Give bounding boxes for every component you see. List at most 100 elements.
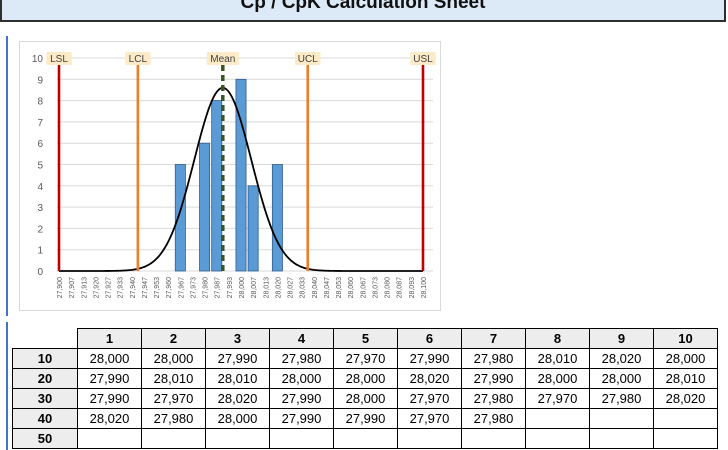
histogram-bar [247,185,259,272]
x-tick-label: 28,000 [239,277,246,299]
data-cell[interactable] [461,428,526,449]
marker-label: USL [413,54,433,65]
marker-label-bg [125,52,151,65]
x-tick-label: 27,980 [203,277,210,299]
x-tick-label: 28,020 [275,277,282,299]
table-row: 20 27,990 28,010 28,010 28,000 28,000 28,020 27… [12,368,718,389]
x-tick-label: 27,913 [81,277,88,299]
measurement-table: 1 2 3 4 5 6 7 8 9 10 10 28,000 28,000 27,990 27,980 27,… [12,328,718,449]
x-tick-label: 27,973 [190,277,197,299]
histogram-chart: 0 1 2 3 4 5 6 7 8 9 10 LSL LCL Mean UCL USL 27,900 27,907… [19,41,441,311]
y-tick-label: 6 [37,139,43,150]
column-header[interactable]: 8 [525,328,590,349]
data-cell[interactable] [77,428,142,449]
data-cell[interactable]: 28,020 [397,368,462,389]
data-cell[interactable]: 27,990 [269,408,334,429]
data-cell[interactable]: 27,990 [77,388,142,409]
x-tick-label: 27,953 [154,277,161,299]
column-header[interactable]: 9 [589,328,654,349]
marker-label: LSL [50,54,68,65]
data-cell[interactable]: 27,980 [269,348,334,369]
y-tick-label: 10 [32,54,44,65]
data-cell[interactable]: 28,020 [205,388,270,409]
data-cell[interactable]: 27,990 [397,348,462,369]
data-cell[interactable] [205,428,270,449]
column-header[interactable]: 4 [269,328,334,349]
column-header[interactable]: 2 [141,328,206,349]
data-cell[interactable]: 28,010 [141,368,206,389]
x-tick-label: 27,920 [93,277,100,299]
data-cell[interactable]: 28,000 [269,368,334,389]
data-cell[interactable] [589,408,654,429]
row-header[interactable]: 10 [12,348,78,369]
data-cell[interactable]: 27,970 [397,408,462,429]
histogram-bar [199,142,211,272]
data-cell[interactable] [269,428,334,449]
x-tick-label: 28,047 [324,277,331,299]
data-cell[interactable]: 27,970 [525,388,590,409]
y-tick-label: 2 [37,224,43,235]
data-cell[interactable]: 28,000 [141,348,206,369]
x-tick-label: 27,907 [69,277,76,299]
marker-label: UCL [298,54,318,65]
column-header[interactable]: 3 [205,328,270,349]
x-tick-label: 27,993 [227,277,234,299]
data-cell[interactable] [589,428,654,449]
histogram-bar [211,100,223,272]
data-cell[interactable]: 28,010 [205,368,270,389]
data-cell[interactable]: 28,000 [525,368,590,389]
x-tick-label: 28,040 [312,277,319,299]
table-corner [13,329,78,349]
data-cell[interactable]: 27,980 [141,408,206,429]
chart-canvas: 0 1 2 3 4 5 6 7 8 9 10 LSL LCL Mean UCL USL 27,900 27,907… [32,52,436,299]
table-row: 30 27,990 27,970 28,020 27,990 28,000 27,970 27… [12,388,718,409]
data-cell[interactable]: 27,990 [77,368,142,389]
data-cell[interactable]: 27,990 [461,368,526,389]
x-tick-label: 28,027 [288,277,295,299]
data-cell[interactable]: 27,980 [461,388,526,409]
row-header[interactable]: 40 [12,408,78,429]
data-cell[interactable]: 28,010 [653,368,718,389]
table-row: 10 28,000 28,000 27,990 27,980 27,970 27,990 27… [12,348,718,369]
data-cell[interactable]: 28,000 [589,368,654,389]
data-cell[interactable]: 28,000 [77,348,142,369]
row-header[interactable]: 20 [12,368,78,389]
x-tick-label: 27,947 [142,277,149,299]
column-header[interactable]: 7 [461,328,526,349]
data-cell[interactable] [397,428,462,449]
column-header[interactable]: 6 [397,328,462,349]
data-cell[interactable]: 28,000 [653,348,718,369]
data-cell[interactable]: 27,990 [205,348,270,369]
x-tick-label: 27,933 [118,277,125,299]
data-cell[interactable]: 28,000 [333,388,398,409]
data-cell[interactable]: 27,980 [461,408,526,429]
data-cell[interactable]: 27,970 [141,388,206,409]
data-cell[interactable]: 27,990 [333,408,398,429]
data-cell[interactable] [333,428,398,449]
data-cell[interactable]: 27,980 [461,348,526,369]
data-cell[interactable]: 28,000 [333,368,398,389]
data-cell[interactable]: 27,970 [333,348,398,369]
x-tick-label: 28,080 [385,277,392,299]
column-header[interactable]: 5 [333,328,398,349]
data-cell[interactable] [653,408,718,429]
data-cell[interactable] [525,428,590,449]
section-divider [6,322,8,450]
data-cell[interactable]: 28,000 [205,408,270,429]
data-cell[interactable] [653,428,718,449]
data-cell[interactable] [525,408,590,429]
data-cell[interactable] [141,428,206,449]
row-header[interactable]: 30 [12,388,78,409]
data-cell[interactable]: 27,990 [269,388,334,409]
data-cell[interactable]: 27,980 [589,388,654,409]
section-divider [6,36,8,316]
table-row: 50 [12,428,718,449]
data-cell[interactable]: 28,020 [77,408,142,429]
data-cell[interactable]: 27,970 [397,388,462,409]
row-header[interactable]: 50 [12,428,78,449]
column-header[interactable]: 1 [77,328,142,349]
data-cell[interactable]: 28,010 [525,348,590,369]
data-cell[interactable]: 28,020 [653,388,718,409]
column-header[interactable]: 10 [653,328,718,349]
data-cell[interactable]: 28,020 [589,348,654,369]
